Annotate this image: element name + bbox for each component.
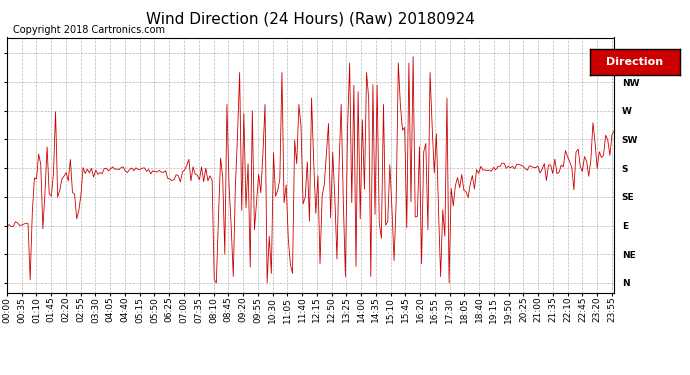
Text: Direction: Direction — [607, 57, 663, 67]
Text: Copyright 2018 Cartronics.com: Copyright 2018 Cartronics.com — [13, 25, 165, 35]
Text: Wind Direction (24 Hours) (Raw) 20180924: Wind Direction (24 Hours) (Raw) 20180924 — [146, 11, 475, 26]
